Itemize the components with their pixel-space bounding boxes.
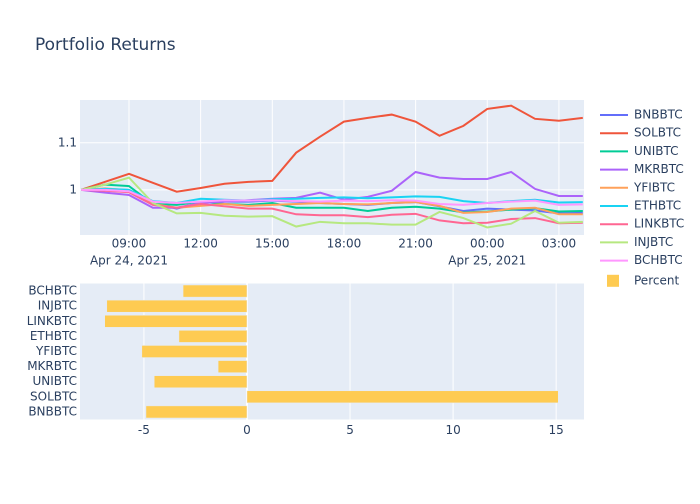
y-tick-label: BNBBTC <box>28 404 77 418</box>
legend-label: LINKBTC <box>634 217 684 231</box>
legend-label: YFIBTC <box>633 180 675 194</box>
x-tick-label: 15 <box>549 423 564 437</box>
y-tick-label: 1 <box>69 182 77 196</box>
x-tick-label: 09:00 <box>112 237 147 251</box>
legend-label: Percent <box>634 273 679 287</box>
legend-label: SOLBTC <box>634 126 681 140</box>
bar <box>246 390 559 404</box>
x-tick-label: 00:00 <box>470 237 505 251</box>
y-tick-label: UNIBTC <box>32 374 77 388</box>
bar <box>153 375 248 389</box>
y-tick-label: BCHBTC <box>28 284 77 298</box>
legend-label: BCHBTC <box>634 253 683 267</box>
bar <box>141 345 248 358</box>
bar <box>178 330 248 343</box>
legend-label: BNBBTC <box>634 108 683 122</box>
y-tick-label: LINKBTC <box>27 314 77 328</box>
x-tick-date: Apr 24, 2021 <box>90 254 168 268</box>
legend-swatch <box>607 274 619 287</box>
y-tick-label: ETHBTC <box>30 329 77 343</box>
plot-area <box>80 100 584 235</box>
y-tick-label: YFIBTC <box>35 344 77 358</box>
x-tick-label: 15:00 <box>255 237 290 251</box>
x-tick-date: Apr 25, 2021 <box>448 254 526 268</box>
legend-label: UNIBTC <box>634 144 679 158</box>
x-tick-label: 10 <box>445 423 460 437</box>
legend-label: ETHBTC <box>634 199 681 213</box>
bar <box>217 360 248 373</box>
legend-label: MKRBTC <box>634 162 684 176</box>
chart-title: Portfolio Returns <box>35 35 176 55</box>
bar <box>182 284 248 298</box>
bar <box>106 299 248 313</box>
y-tick-label: SOLBTC <box>30 389 77 403</box>
x-tick-label: -5 <box>138 423 150 437</box>
x-tick-label: 21:00 <box>398 237 433 251</box>
x-tick-label: 12:00 <box>183 237 218 251</box>
x-tick-label: 0 <box>243 423 251 437</box>
x-tick-label: 5 <box>346 423 354 437</box>
series-line <box>80 104 583 193</box>
series-line <box>80 176 583 229</box>
y-tick-label: INJBTC <box>38 299 77 313</box>
series-line <box>81 188 583 225</box>
legend-label: INJBTC <box>634 235 673 249</box>
x-tick-label: 03:00 <box>542 237 577 251</box>
bar <box>104 314 248 328</box>
x-tick-label: 18:00 <box>327 237 362 251</box>
y-tick-label: MKRBTC <box>27 359 77 373</box>
y-tick-label: 1.1 <box>58 135 77 149</box>
bar <box>145 405 248 419</box>
series-line <box>81 188 583 206</box>
